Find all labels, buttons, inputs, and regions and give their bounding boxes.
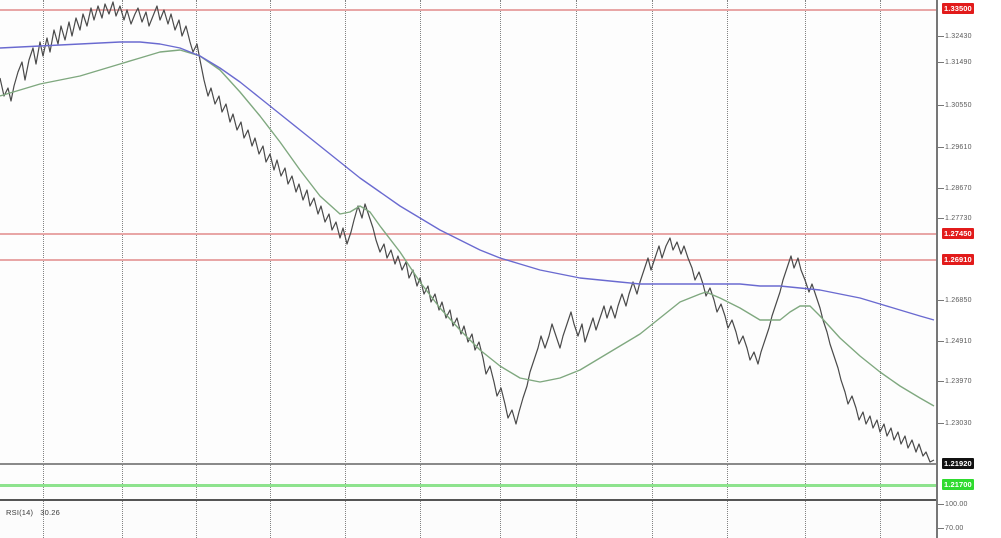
axis-label-1.24910: 1.24910 [945,338,972,345]
rsi-indicator-label: RSI(14) 30.26 [6,508,60,517]
vertical-gridline-10 [805,0,806,500]
price-level-line-1.33500[interactable] [0,9,936,11]
vertical-gridline-0 [43,0,44,500]
axis-tick-1.31490 [938,62,944,63]
vertical-gridline-6 [500,500,501,538]
rsi-axis-label-100.00: 100.00 [945,501,968,508]
axis-label-1.26850: 1.26850 [945,297,972,304]
price-series-svg [0,1,935,463]
vertical-gridline-2 [196,0,197,500]
price-badge-1.21700[interactable]: 1.21700 [942,479,974,490]
rsi-indicator-value: 30.26 [40,508,61,517]
vertical-gridline-11 [880,0,881,500]
vertical-gridline-6 [500,0,501,500]
price-badge-1.27450[interactable]: 1.27450 [942,228,974,239]
price-level-line-1.21920[interactable] [0,463,936,465]
price-badge-1.26910[interactable]: 1.26910 [942,254,974,265]
vertical-gridline-3 [270,500,271,538]
vertical-gridline-1 [122,500,123,538]
axis-tick-1.26850 [938,300,944,301]
axis-label-1.32430: 1.32430 [945,33,972,40]
vertical-gridline-1 [122,0,123,500]
vertical-gridline-5 [420,0,421,500]
vertical-gridline-8 [652,0,653,500]
axis-label-1.23970: 1.23970 [945,378,972,385]
axis-label-1.31490: 1.31490 [945,59,972,66]
vertical-gridline-5 [420,500,421,538]
vertical-gridline-7 [576,500,577,538]
axis-label-1.29610: 1.29610 [945,144,972,151]
rsi-axis-label-70.00: 70.00 [945,525,964,532]
rsi-axis-tick-100.00 [938,504,944,505]
axis-tick-1.28670 [938,188,944,189]
vertical-gridline-4 [345,500,346,538]
price-level-line-1.26910[interactable] [0,259,936,261]
series-ma-fast-green [0,49,935,407]
vertical-gridline-11 [880,500,881,538]
axis-tick-1.23970 [938,381,944,382]
vertical-gridline-9 [727,500,728,538]
axis-tick-1.32430 [938,36,944,37]
vertical-gridline-3 [270,0,271,500]
vertical-gridline-0 [43,500,44,538]
series-ma-slow-blue [0,41,935,321]
axis-tick-1.30550 [938,105,944,106]
price-level-line-1.27450[interactable] [0,233,936,235]
vertical-gridline-9 [727,0,728,500]
price-badge-1.21920[interactable]: 1.21920 [942,458,974,469]
vertical-gridline-4 [345,0,346,500]
rsi-axis-tick-70.00 [938,528,944,529]
pane-separator [0,499,936,501]
rsi-indicator-name: RSI(14) [6,508,34,517]
axis-label-1.27730: 1.27730 [945,215,972,222]
rsi-indicator-pane[interactable] [0,500,936,538]
axis-tick-1.23030 [938,423,944,424]
axis-tick-1.24910 [938,341,944,342]
vertical-gridline-10 [805,500,806,538]
axis-label-1.28670: 1.28670 [945,185,972,192]
price-axis[interactable]: 1.32430 1.31490 1.30550 1.29610 1.28670 1.277… [936,0,1001,538]
price-chart-pane[interactable] [0,0,936,500]
axis-label-1.23030: 1.23030 [945,420,972,427]
vertical-gridline-8 [652,500,653,538]
vertical-gridline-7 [576,0,577,500]
series-price [0,1,935,463]
axis-label-1.30550: 1.30550 [945,102,972,109]
price-badge-1.33500[interactable]: 1.33500 [942,3,974,14]
axis-tick-1.27730 [938,218,944,219]
vertical-gridline-2 [196,500,197,538]
price-level-line-1.21700[interactable] [0,484,936,487]
axis-tick-1.29610 [938,147,944,148]
